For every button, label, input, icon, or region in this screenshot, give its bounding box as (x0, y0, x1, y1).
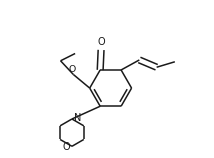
Text: O: O (69, 64, 76, 73)
Text: O: O (97, 37, 105, 47)
Text: O: O (62, 142, 70, 152)
Text: N: N (74, 113, 82, 123)
